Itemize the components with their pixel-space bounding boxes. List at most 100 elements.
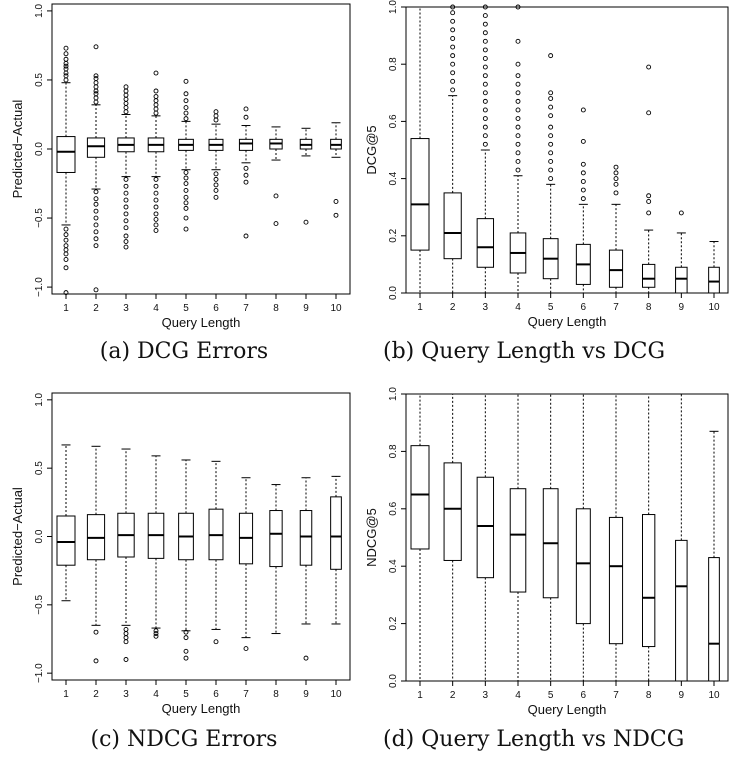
box-group-10 xyxy=(708,430,720,682)
x-tick-label: 1 xyxy=(63,303,69,314)
box-group-8 xyxy=(642,64,656,294)
outlier-point xyxy=(153,70,159,76)
outlier-point xyxy=(153,197,159,203)
outlier-point xyxy=(580,187,586,193)
outlier-point xyxy=(93,201,99,207)
x-tick-label: 5 xyxy=(183,303,189,314)
outlier-point xyxy=(482,90,488,96)
box-group-9 xyxy=(675,393,688,682)
box-iqr xyxy=(642,263,656,288)
x-axis-title: Query Length xyxy=(528,702,607,717)
x-axis-title: Query Length xyxy=(162,315,241,330)
box-group-9 xyxy=(299,477,313,661)
outlier-point xyxy=(548,90,554,96)
outlier-point xyxy=(183,98,189,104)
outlier-point xyxy=(123,109,129,115)
outlier-point xyxy=(183,116,189,122)
outlier-point xyxy=(273,193,279,199)
outlier-point xyxy=(123,105,129,111)
box-iqr xyxy=(708,266,720,294)
outlier-point xyxy=(580,196,586,202)
y-axis-title: Predicted−Actual xyxy=(10,487,25,586)
outlier-point xyxy=(123,92,129,98)
outlier-point xyxy=(243,646,249,652)
box-group-3 xyxy=(117,84,135,250)
x-tick-label: 3 xyxy=(123,689,129,700)
x-tick-label: 4 xyxy=(515,690,521,701)
x-tick-label: 1 xyxy=(417,302,423,313)
box-iqr xyxy=(476,218,495,268)
outlier-point xyxy=(482,116,488,121)
outlier-point xyxy=(183,78,189,84)
outlier-point xyxy=(333,199,339,204)
box-group-7 xyxy=(608,393,624,682)
x-tick-label: 5 xyxy=(183,689,189,700)
box-group-1 xyxy=(410,393,430,682)
x-tick-label: 4 xyxy=(153,303,159,314)
x-tick-label: 2 xyxy=(450,690,456,701)
outlier-point xyxy=(183,635,189,641)
outlier-point xyxy=(646,210,652,216)
box-group-8 xyxy=(269,484,283,635)
caption-ndcg-errors: (c) NDCG Errors xyxy=(90,727,278,752)
panel-dcg-errors: −1.0 −0.5 0.0 0.5 1.0 1 2 3 4 5 6 7 8 9 10 Query Length… xyxy=(0,0,368,387)
outlier-point xyxy=(63,237,69,243)
outlier-point xyxy=(183,200,189,206)
y-tick-label: 0.4 xyxy=(388,171,399,185)
x-axis-title: Query Length xyxy=(162,701,241,716)
outlier-point xyxy=(63,226,69,232)
outlier-point xyxy=(123,183,129,189)
box-group-6 xyxy=(575,393,591,682)
outlier-point xyxy=(243,172,249,178)
outlier-point xyxy=(63,56,69,62)
outlier-point xyxy=(123,244,129,250)
outlier-point xyxy=(515,107,521,113)
outlier-point xyxy=(515,38,521,44)
y-tick-label: 0.0 xyxy=(34,529,45,543)
outlier-point xyxy=(123,190,129,196)
outlier-point xyxy=(450,61,456,67)
outlier-point xyxy=(548,167,554,173)
y-tick-label: −1.0 xyxy=(34,277,45,297)
outlier-point xyxy=(93,215,99,221)
outlier-point xyxy=(63,60,69,66)
outlier-point xyxy=(123,639,129,645)
outlier-point xyxy=(93,236,99,242)
box-group-2 xyxy=(86,445,106,664)
outlier-point xyxy=(123,176,129,182)
box-iqr xyxy=(642,514,656,648)
outlier-point xyxy=(482,47,488,53)
y-tick-label: 0.0 xyxy=(34,142,45,156)
outlier-point xyxy=(613,170,619,176)
outlier-point xyxy=(153,102,159,108)
box-group-1 xyxy=(56,45,76,296)
outlier-point xyxy=(153,106,159,112)
x-tick-label: 3 xyxy=(123,303,129,314)
box-group-8 xyxy=(269,126,283,227)
x-tick-label: 10 xyxy=(330,689,342,700)
outlier-point xyxy=(482,38,488,44)
outlier-point xyxy=(63,257,69,262)
box-group-9 xyxy=(675,210,688,294)
box-iqr xyxy=(476,476,495,579)
outlier-point xyxy=(482,133,488,139)
x-tick-label: 1 xyxy=(417,690,423,701)
outlier-point xyxy=(63,70,69,76)
outlier-point xyxy=(450,78,456,84)
box-group-2 xyxy=(443,393,462,682)
outlier-point xyxy=(153,222,159,228)
outlier-point xyxy=(613,181,619,187)
box-group-7 xyxy=(608,164,624,294)
outlier-point xyxy=(580,107,586,113)
outlier-point xyxy=(213,109,219,115)
outlier-point xyxy=(93,243,99,249)
outlier-point xyxy=(123,631,129,636)
x-tick-label: 4 xyxy=(515,302,521,313)
box-iqr xyxy=(608,249,624,288)
outlier-point xyxy=(123,635,129,641)
box-iqr xyxy=(443,462,462,561)
outlier-point xyxy=(183,110,189,116)
y-axis-title: DCG@5 xyxy=(364,125,379,174)
outlier-point xyxy=(646,110,652,116)
